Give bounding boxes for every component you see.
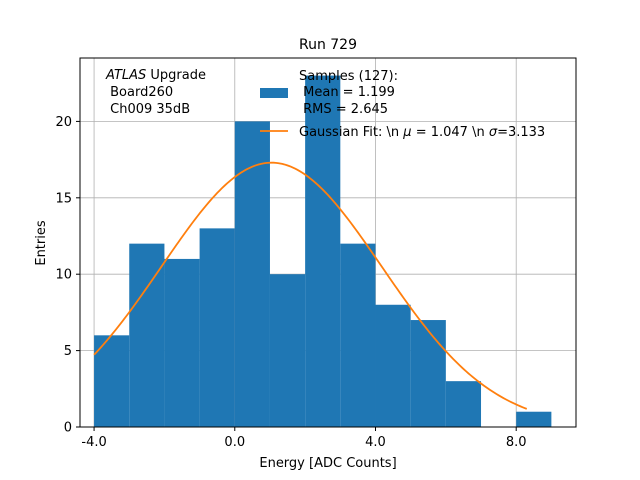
histogram-bar: [269, 274, 306, 427]
sigma-value: =3.133: [497, 125, 545, 140]
board-label: Board260: [106, 85, 173, 100]
histogram-bars: [94, 75, 552, 428]
sigma-symbol: σ: [489, 125, 498, 140]
x-tick-label: 4.0: [365, 435, 386, 450]
upgrade-label: Upgrade: [146, 68, 206, 83]
x-axis-ticks: -4.0 0.0 4.0 8.0: [81, 427, 527, 450]
histogram-bar: [516, 411, 552, 427]
gaussian-fit-curve: [93, 161, 528, 410]
y-tick-label: 15: [55, 191, 72, 206]
plot-frame: [79, 57, 577, 428]
legend-fit-label: Gaussian Fit: \n μ = 1.047 \n σ=3.133: [299, 125, 545, 140]
legend-rms-label: RMS = 2.645: [299, 102, 388, 117]
x-tick-label: 8.0: [506, 435, 527, 450]
histogram-bar: [129, 243, 165, 427]
legend: Samples (127): Mean = 1.199 RMS = 2.645 …: [260, 69, 545, 140]
y-tick-label: 20: [55, 115, 72, 130]
y-tick-label: 0: [64, 421, 72, 436]
fit-label-prefix: Gaussian Fit: \n: [299, 125, 403, 140]
legend-histogram-swatch: [260, 88, 288, 98]
histogram-bar: [445, 381, 482, 427]
chart-title: Run 729: [299, 37, 357, 53]
legend-samples-label: Samples (127):: [299, 69, 398, 84]
svg-text:ATLAS Upgrade: ATLAS Upgrade: [105, 68, 206, 83]
x-tick-label: 0.0: [224, 435, 245, 450]
atlas-annotation: ATLAS Upgrade Board260 Ch009 35dB: [105, 68, 206, 117]
mu-symbol: μ: [402, 125, 411, 140]
histogram-bar: [164, 258, 200, 427]
channel-label: Ch009 35dB: [106, 102, 190, 117]
histogram-bar: [375, 304, 411, 427]
y-axis-ticks: 0 5 10 15 20: [55, 115, 80, 436]
histogram-bar: [199, 228, 235, 427]
histogram-bar: [340, 243, 376, 427]
histogram-bar: [410, 320, 446, 427]
mu-value: = 1.047 \n: [412, 125, 489, 140]
x-tick-label: -4.0: [81, 435, 106, 450]
y-tick-label: 10: [55, 268, 72, 283]
y-tick-label: 5: [64, 344, 72, 359]
histogram-bar: [94, 335, 130, 427]
x-axis-label: Energy [ADC Counts]: [259, 456, 396, 471]
atlas-label: ATLAS: [105, 68, 146, 83]
y-axis-label: Entries: [34, 220, 49, 266]
histogram-bar: [305, 75, 341, 428]
fit-curve-layer: [93, 161, 528, 410]
legend-mean-label: Mean = 1.199: [299, 85, 395, 100]
